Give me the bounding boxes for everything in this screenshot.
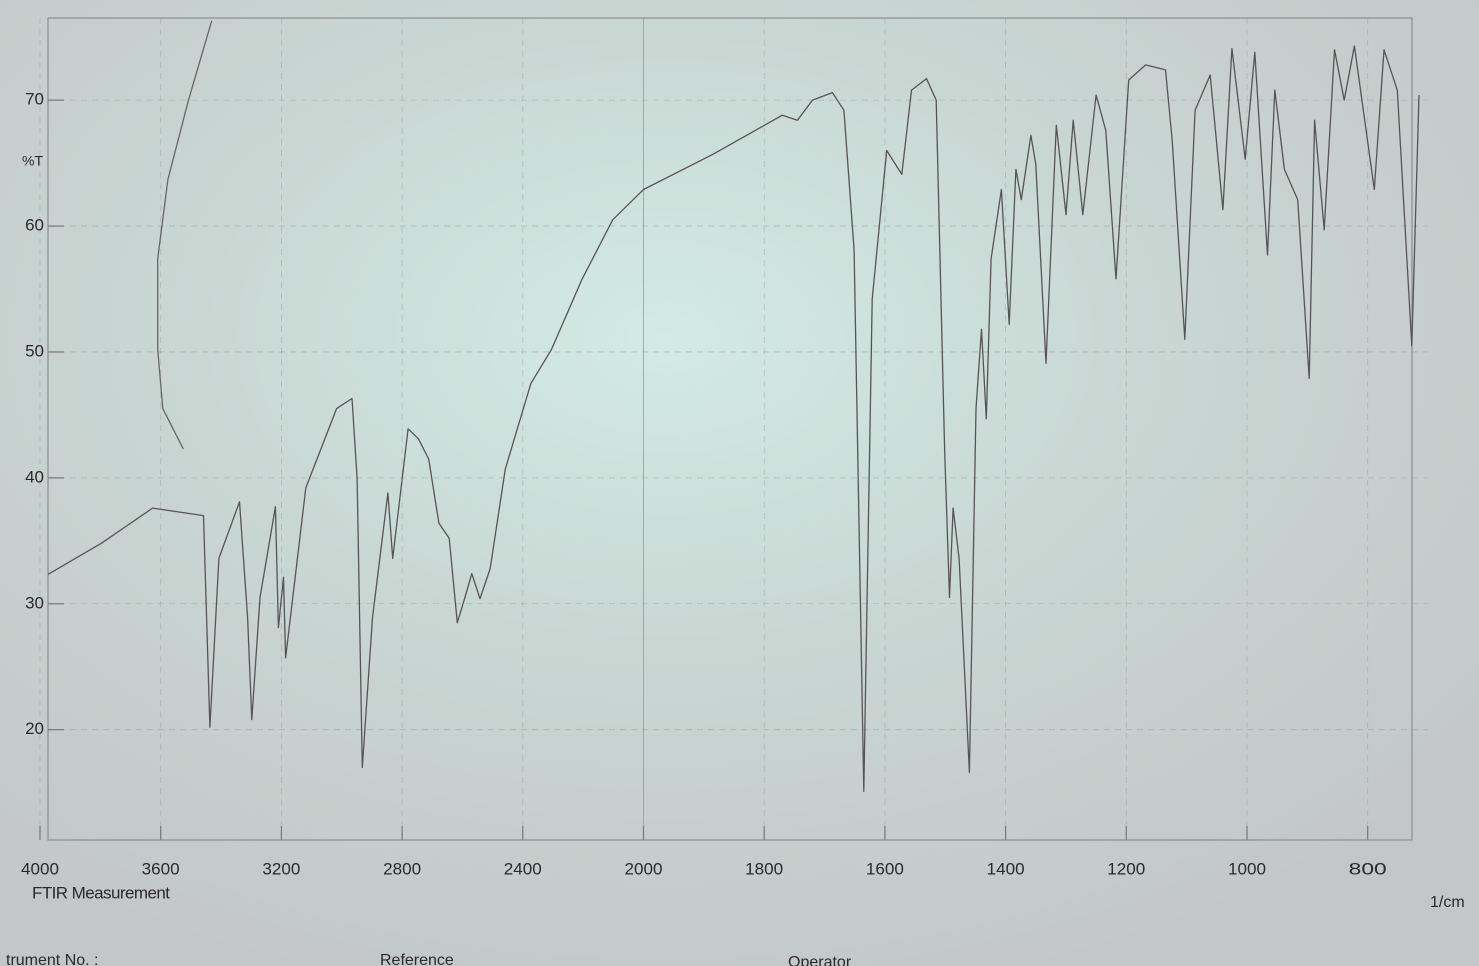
- grid: [39, 18, 1429, 840]
- x-tick-label: 3600: [142, 859, 180, 878]
- measurement-label: FTIR Measurement: [32, 883, 170, 902]
- reference-label: Reference: [380, 952, 454, 966]
- x-tick-label: 1400: [987, 859, 1025, 878]
- y-tick-label: 50: [25, 341, 44, 360]
- x-tick-label: 2000: [625, 859, 663, 878]
- y-tick-label: 40: [25, 467, 44, 486]
- spectrum-line: [157, 20, 213, 450]
- instrument-label: trument No. :: [6, 952, 98, 966]
- x-axis-label: 1/cm: [1430, 894, 1465, 911]
- y-tick-label: 60: [25, 216, 44, 235]
- y-tick-label: 20: [25, 719, 44, 738]
- operator-label: Operator: [788, 954, 852, 966]
- plot-lines: [48, 20, 1420, 793]
- x-tick-label: 1200: [1107, 859, 1145, 878]
- x-tick-label: 800: [1349, 859, 1387, 878]
- y-tick-label: 30: [25, 593, 44, 612]
- x-tick-label: 1600: [866, 859, 904, 878]
- x-tick-label: 1800: [745, 859, 783, 878]
- x-tick-label: 2400: [504, 859, 542, 878]
- spectrum-line: [48, 45, 1420, 793]
- x-tick-label: 4000: [21, 859, 59, 878]
- x-tick-label: 3200: [262, 859, 300, 878]
- axes: 20 30 40 50 60 70 4000 3600 3200 2800 2400 2000 1800…: [21, 90, 1387, 879]
- y-tick-label: 70: [25, 90, 44, 109]
- x-tick-label: 1000: [1228, 859, 1266, 878]
- plot-frame: [47, 17, 1413, 841]
- y-axis-label: %T: [22, 153, 43, 169]
- x-tick-label: 2800: [383, 859, 421, 878]
